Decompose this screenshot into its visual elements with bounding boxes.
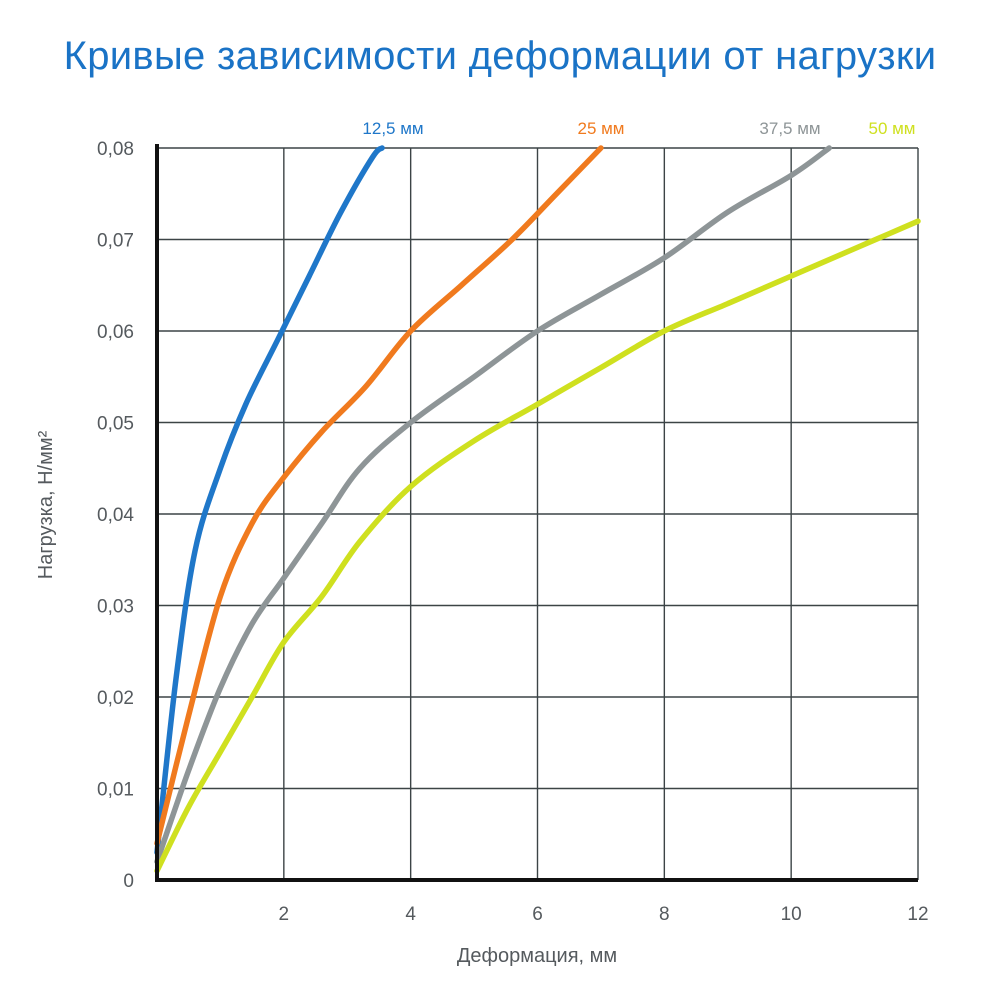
legend-label-2: 37,5 мм	[759, 119, 820, 138]
series-line-3	[154, 218, 921, 874]
legend-layer: 12,5 мм 25 мм 37,5 мм 50 мм	[362, 119, 915, 138]
y-tick-label: 0,03	[97, 597, 134, 618]
y-tick-label: 0,07	[97, 231, 134, 252]
axis-layer	[155, 144, 918, 882]
series-line-0	[154, 145, 385, 856]
y-tick-label: 0,04	[97, 505, 134, 526]
x-tick-label: 2	[279, 904, 290, 925]
x-tick-label: 8	[659, 904, 670, 925]
series-layer	[154, 145, 921, 874]
y-axis-title: Нагрузка, Н/мм²	[35, 430, 57, 579]
x-tick-label: 10	[781, 904, 802, 925]
x-tick-label: 4	[405, 904, 416, 925]
x-axis-title: Деформация, мм	[457, 945, 617, 967]
chart-title: Кривые зависимости деформации от нагрузк…	[63, 34, 937, 78]
series-line-2	[154, 145, 832, 865]
tick-layer: 0 0,01 0,02 0,03 0,04 0,05 0,06 0,07 0,08 2 4 6 8 10 1…	[97, 139, 929, 925]
x-tick-label: 12	[907, 904, 928, 925]
y-tick-label: 0,05	[97, 414, 134, 435]
y-tick-label: 0,02	[97, 688, 134, 709]
legend-label-3: 50 мм	[868, 119, 915, 138]
x-tick-label: 6	[532, 904, 543, 925]
y-tick-label: 0,08	[97, 139, 134, 160]
grid-layer	[157, 147, 919, 880]
y-tick-label: 0,01	[97, 780, 134, 801]
legend-label-0: 12,5 мм	[362, 119, 423, 138]
y-tick-label: 0	[123, 871, 134, 892]
series-line-1	[154, 145, 604, 847]
legend-label-1: 25 мм	[577, 119, 624, 138]
y-tick-label: 0,06	[97, 322, 134, 343]
